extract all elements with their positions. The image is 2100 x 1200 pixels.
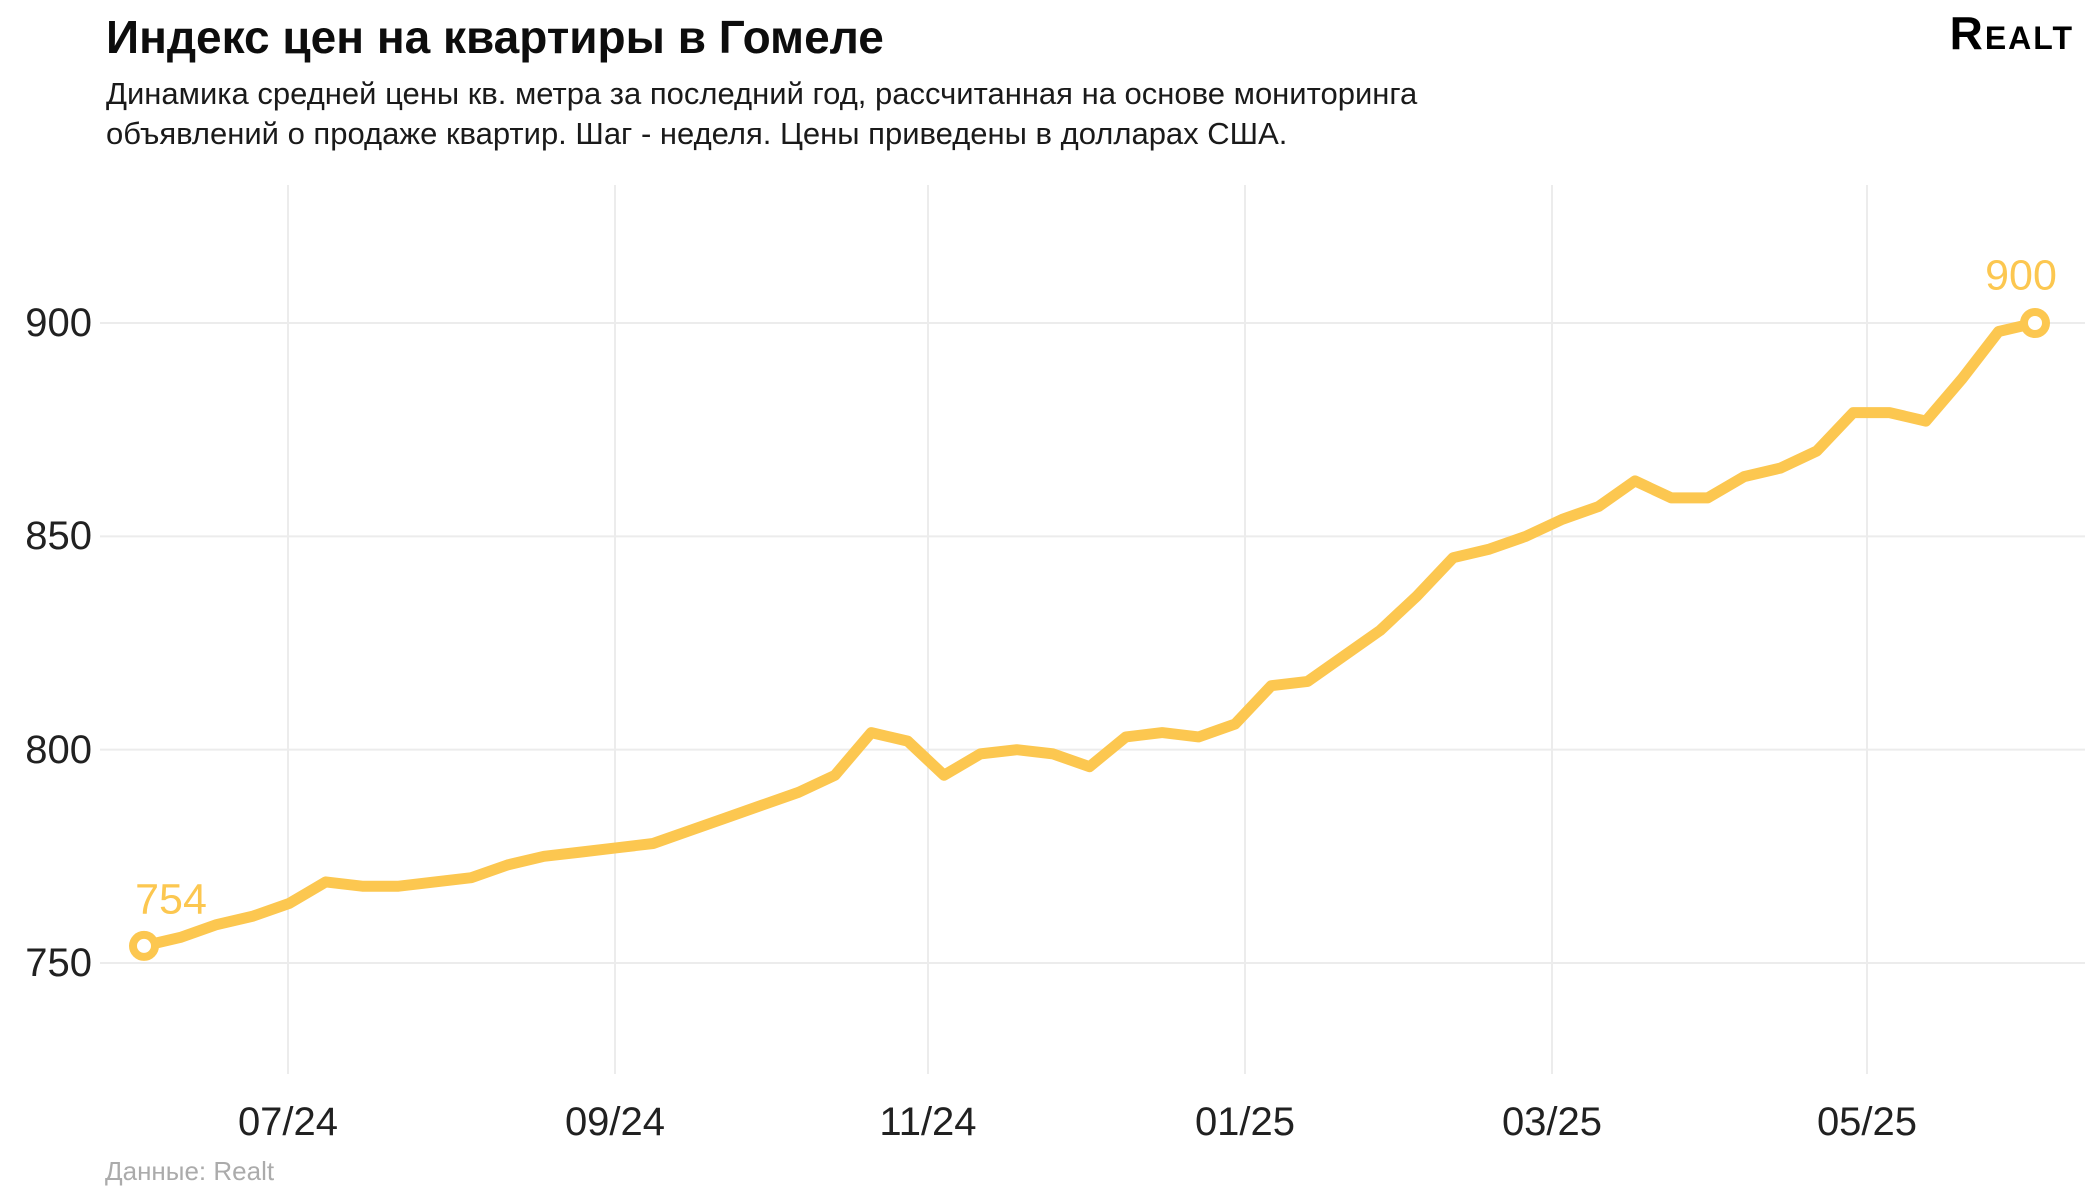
x-axis-label-03-25: 03/25 xyxy=(1501,1100,1603,1144)
y-axis-label-850: 850 xyxy=(25,514,92,559)
x-axis-label-07-24: 07/24 xyxy=(237,1100,339,1144)
start-point-marker xyxy=(129,930,159,961)
price-line xyxy=(138,317,2041,952)
data-source: Данные: Realt xyxy=(105,1156,275,1186)
start-value-label: 754 xyxy=(135,875,207,924)
y-axis-label-750: 750 xyxy=(25,941,92,985)
subtitle-line-2: объявлений о продаже квартир. Шаг - неде… xyxy=(106,116,1288,151)
y-axis-label-900: 900 xyxy=(25,301,92,345)
x-axis-label-05-25: 05/25 xyxy=(1816,1100,1918,1144)
subtitle-line-1: Динамика средней цены кв. метра за после… xyxy=(106,76,1418,111)
y-axis-label-800: 800 xyxy=(25,727,92,772)
end-point-marker xyxy=(2020,308,2050,338)
chart-title: Индекс цен на квартиры в Гомеле xyxy=(106,11,884,63)
x-axis-label-11-24: 11/24 xyxy=(879,1100,977,1144)
realt-logo: Realt xyxy=(1949,7,2074,59)
x-axis-label-01-25: 01/25 xyxy=(1194,1100,1296,1144)
x-axis-label-09-24: 09/24 xyxy=(564,1100,666,1144)
chart-subtitle: Динамика средней цены кв. метра за после… xyxy=(106,74,1417,154)
end-value-label: 900 xyxy=(1985,251,2057,300)
